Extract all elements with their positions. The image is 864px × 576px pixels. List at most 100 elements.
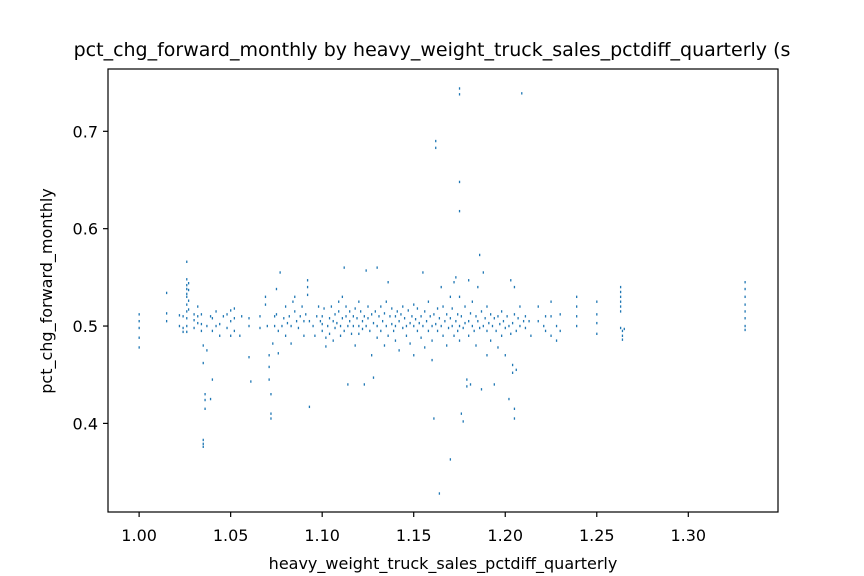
- data-point: [186, 287, 188, 291]
- data-point: [197, 305, 199, 308]
- x-tick-label: 1.05: [213, 526, 249, 545]
- data-point: [455, 276, 457, 279]
- data-point: [510, 332, 512, 336]
- data-point: [186, 317, 188, 320]
- data-point: [294, 310, 296, 313]
- data-point: [356, 317, 358, 320]
- data-point: [186, 292, 188, 296]
- data-point: [301, 305, 303, 308]
- data-point: [619, 305, 622, 308]
- data-point: [407, 309, 409, 312]
- data-point: [444, 319, 446, 323]
- data-point: [435, 139, 437, 143]
- data-point: [383, 312, 386, 315]
- data-point: [187, 299, 190, 302]
- chart-title: pct_chg_forward_monthly by heavy_weight_…: [74, 39, 791, 61]
- data-point: [442, 305, 444, 308]
- data-point: [424, 310, 426, 313]
- data-point: [352, 315, 354, 318]
- data-point: [202, 344, 204, 347]
- data-point: [178, 324, 181, 328]
- data-point: [544, 315, 547, 318]
- data-point: [473, 329, 475, 333]
- data-point: [477, 319, 479, 323]
- data-point: [294, 295, 296, 299]
- data-point: [206, 324, 208, 328]
- data-point: [429, 315, 431, 318]
- data-point: [619, 290, 622, 294]
- data-point: [385, 324, 387, 328]
- data-point: [416, 307, 419, 310]
- data-point: [371, 313, 373, 316]
- data-point: [480, 310, 483, 313]
- x-tick-label: 1.25: [579, 526, 615, 545]
- data-point: [427, 329, 430, 333]
- data-point: [460, 315, 463, 318]
- data-point: [288, 315, 290, 318]
- data-point: [559, 329, 561, 333]
- data-point: [275, 287, 278, 291]
- data-point: [458, 93, 461, 96]
- data-point: [202, 442, 204, 446]
- data-point: [524, 315, 527, 318]
- data-point: [381, 319, 384, 323]
- data-point: [138, 313, 140, 316]
- data-point: [323, 307, 325, 310]
- data-point: [596, 313, 598, 316]
- data-point: [458, 209, 461, 213]
- data-point: [354, 307, 356, 310]
- x-tick-label: 1.15: [396, 526, 432, 545]
- data-point: [387, 334, 389, 337]
- data-point: [268, 378, 270, 381]
- data-point: [186, 278, 188, 281]
- data-point: [380, 329, 382, 333]
- data-point: [361, 319, 364, 323]
- data-point: [372, 321, 375, 325]
- data-point: [341, 295, 344, 299]
- data-point: [744, 287, 746, 291]
- data-point: [453, 334, 455, 337]
- data-point: [493, 383, 495, 386]
- data-point: [576, 305, 578, 308]
- data-point: [409, 342, 411, 345]
- data-point: [482, 271, 484, 274]
- data-point: [270, 392, 272, 396]
- data-point: [466, 378, 468, 381]
- data-points: [138, 87, 746, 495]
- data-point: [264, 295, 267, 299]
- data-point: [477, 285, 479, 289]
- data-point: [391, 307, 393, 310]
- data-point: [215, 310, 217, 313]
- plot-area-frame: [107, 68, 779, 513]
- data-point: [511, 371, 514, 374]
- data-point: [308, 405, 311, 409]
- data-point: [186, 295, 188, 299]
- data-point: [317, 305, 320, 308]
- data-point: [361, 327, 364, 331]
- data-point: [275, 313, 278, 316]
- data-point: [537, 305, 539, 308]
- data-point: [493, 317, 495, 320]
- data-point: [414, 318, 417, 321]
- data-point: [306, 285, 309, 289]
- data-point: [495, 329, 497, 333]
- data-point: [363, 383, 365, 386]
- data-point: [363, 315, 365, 318]
- data-point: [219, 322, 221, 326]
- data-point: [211, 329, 214, 333]
- data-point: [270, 417, 272, 420]
- data-point: [491, 324, 494, 328]
- data-point: [420, 315, 422, 318]
- data-point: [550, 315, 552, 318]
- data-point: [530, 334, 532, 337]
- data-point: [211, 378, 214, 381]
- data-point: [438, 317, 441, 320]
- data-point: [522, 319, 525, 323]
- y-axis: 0.4 0.5 0.6 0.7: [73, 122, 108, 433]
- data-point: [284, 305, 287, 308]
- data-point: [279, 271, 281, 274]
- data-point: [376, 266, 378, 269]
- data-point: [383, 344, 386, 347]
- data-point: [347, 383, 349, 386]
